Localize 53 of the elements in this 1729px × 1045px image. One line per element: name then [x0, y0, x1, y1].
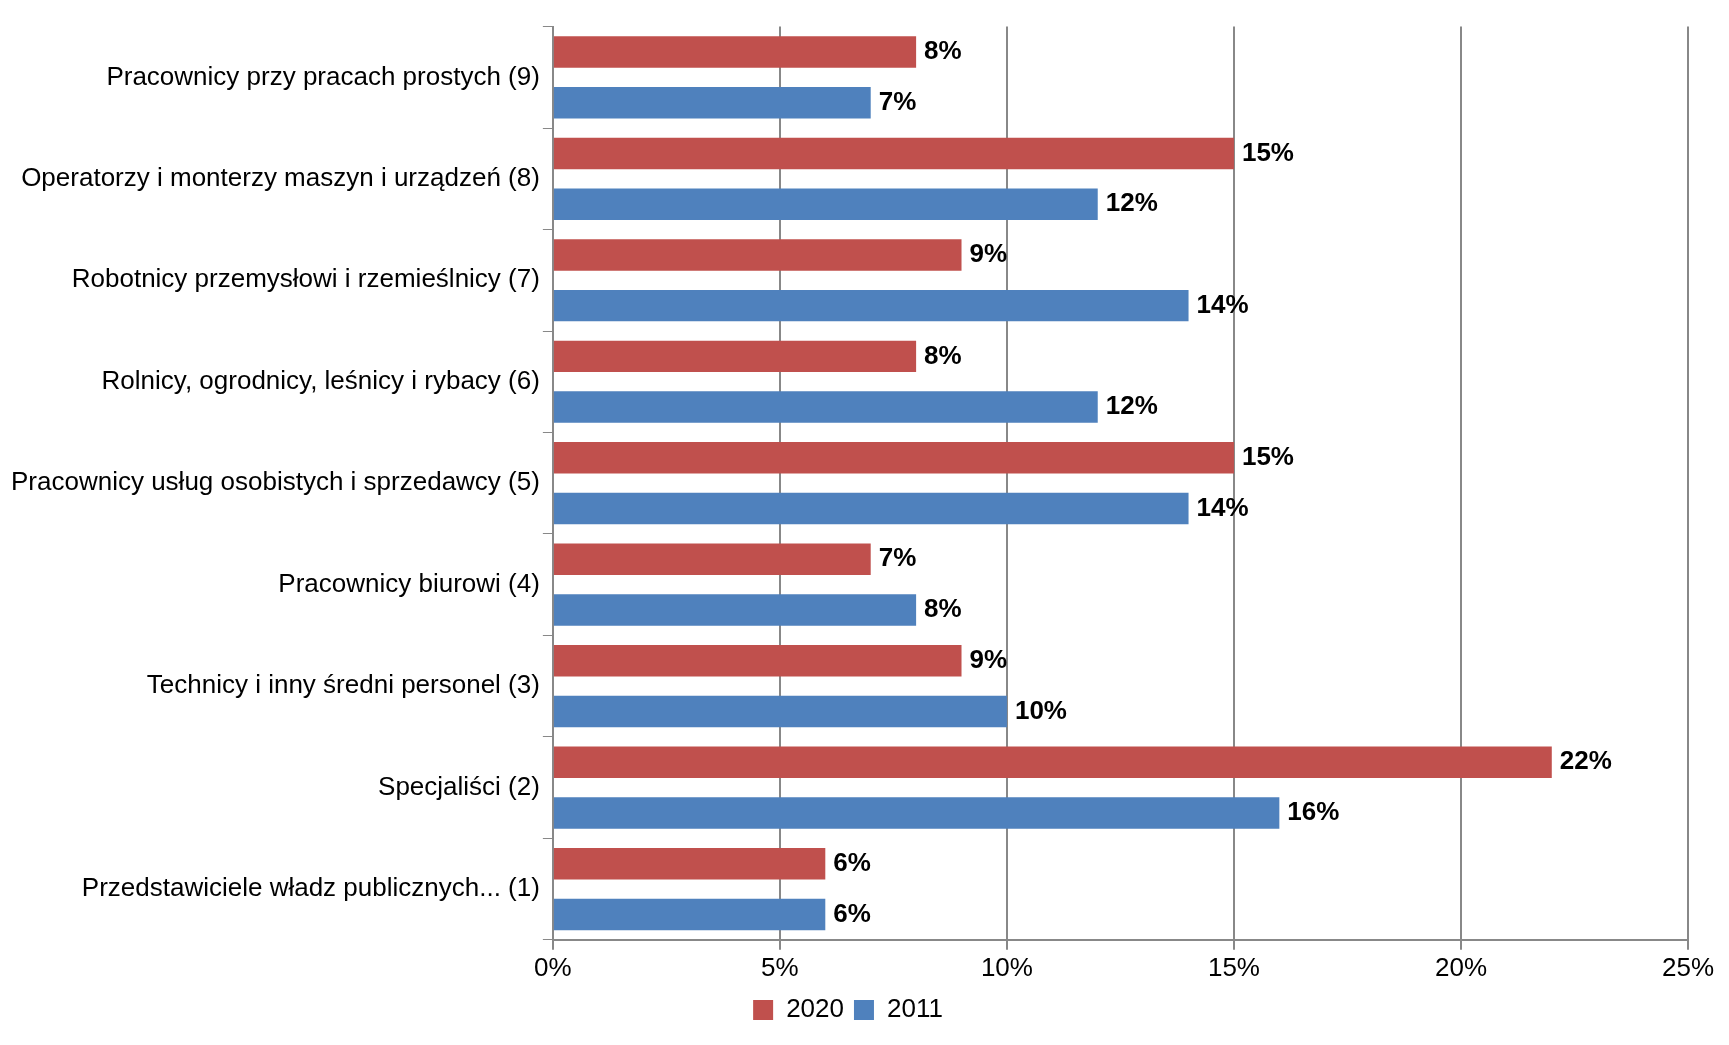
- x-tick-label: 5%: [761, 951, 799, 982]
- data-label: 8%: [924, 35, 962, 66]
- y-tick-label: Specjaliści (2): [378, 770, 540, 801]
- legend-label: 2011: [886, 993, 943, 1024]
- data-label: 15%: [1241, 136, 1294, 167]
- bar: [553, 188, 1098, 220]
- x-tick-label: 0%: [534, 951, 572, 982]
- data-label: 16%: [1287, 796, 1340, 827]
- bar: [553, 543, 871, 576]
- bar: [553, 645, 962, 677]
- data-label: 8%: [924, 339, 962, 370]
- bar: [553, 746, 1552, 778]
- bar: [553, 289, 1189, 322]
- data-label: 12%: [1105, 187, 1158, 218]
- data-label: 9%: [969, 643, 1008, 674]
- data-label: 6%: [833, 846, 871, 877]
- bar: [553, 391, 1098, 423]
- bar: [553, 340, 917, 373]
- data-label: 14%: [1196, 288, 1249, 319]
- y-tick-label: Pracownicy biurowi (4): [278, 567, 540, 598]
- data-label: 14%: [1196, 491, 1249, 522]
- bar: [553, 847, 826, 880]
- data-label: 12%: [1105, 390, 1158, 421]
- data-label: 7%: [878, 85, 917, 116]
- data-label: 6%: [833, 897, 871, 928]
- bar: [553, 239, 962, 271]
- x-tick-label: 15%: [1207, 951, 1260, 982]
- data-label: 22%: [1559, 745, 1612, 776]
- bar: [553, 86, 871, 119]
- legend-label: 2020: [786, 993, 844, 1024]
- bar: [553, 594, 917, 626]
- bar: [553, 492, 1189, 525]
- bar: [553, 36, 917, 68]
- data-label: 7%: [878, 542, 917, 573]
- bar: [553, 137, 1234, 170]
- x-tick-label: 10%: [980, 951, 1033, 982]
- data-label: 15%: [1241, 441, 1294, 472]
- data-label: 8%: [924, 593, 962, 624]
- y-tick-label: Robotnicy przemysłowi i rzemieślnicy (7): [71, 263, 540, 294]
- bar: [553, 898, 826, 931]
- bar: [553, 695, 1007, 728]
- y-tick-label: Technicy i inny średni personel (3): [146, 669, 540, 700]
- y-tick-label: Operatorzy i monterzy maszyn i urządzeń (8): [21, 161, 540, 192]
- x-tick-label: 20%: [1434, 951, 1487, 982]
- y-tick-label: Pracownicy przy pracach prostych (9): [106, 60, 540, 91]
- bar: [553, 442, 1234, 474]
- x-tick-label: 25%: [1661, 951, 1715, 982]
- y-tick-label: Przedstawiciele władz publicznych... (1): [81, 872, 540, 903]
- data-label: 9%: [969, 238, 1008, 269]
- y-tick-label: Pracownicy usług osobistych i sprzedawcy (5): [11, 466, 540, 497]
- bar: [553, 797, 1280, 829]
- y-tick-label: Rolnicy, ogrodnicy, leśnicy i rybacy (6): [101, 364, 540, 395]
- data-label: 10%: [1014, 694, 1067, 725]
